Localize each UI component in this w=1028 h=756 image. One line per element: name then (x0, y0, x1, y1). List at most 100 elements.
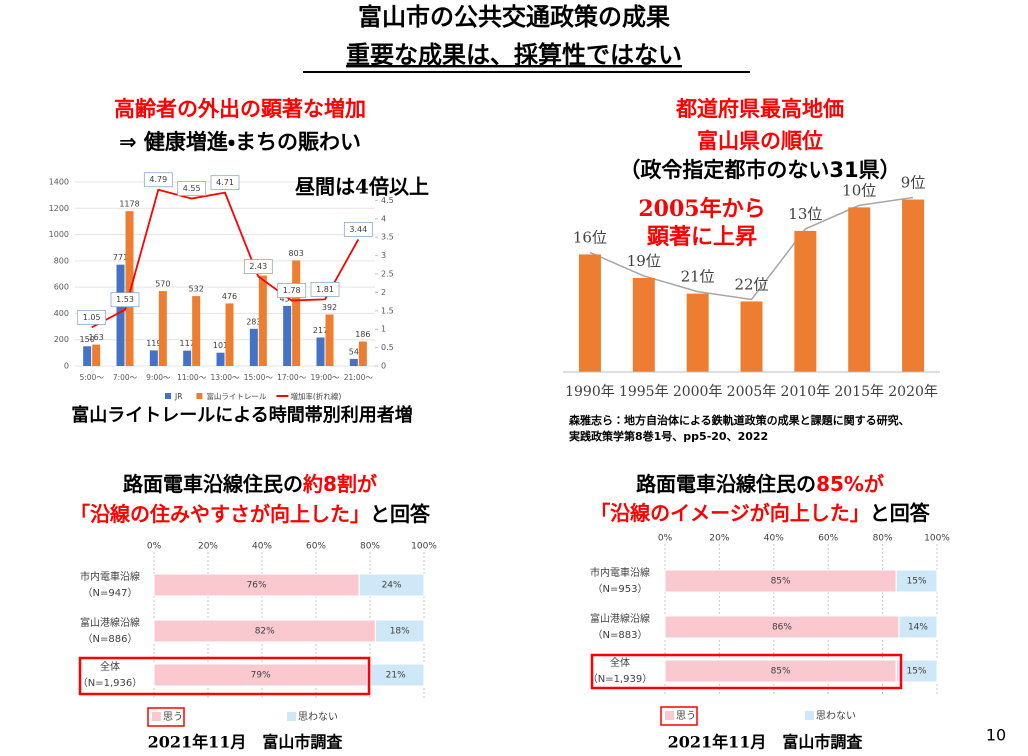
value-label: 119 (146, 339, 161, 348)
x-tick-label: 11:00～ (177, 373, 207, 382)
x-tick-label: 2005年 (727, 384, 777, 400)
heading-part: 85%が (816, 472, 884, 496)
heading-part: と回答 (370, 502, 431, 526)
x-tick-label: 2015年 (834, 384, 884, 400)
value-label: 532 (189, 285, 204, 294)
heading: 都道府県最高地価 (675, 97, 844, 121)
value-label: 476 (222, 292, 237, 301)
bar (125, 211, 134, 366)
value-label: 82% (255, 627, 275, 637)
x-tick-label: 80% (873, 534, 893, 544)
bar (686, 293, 709, 372)
bar (225, 303, 234, 366)
bar (578, 254, 601, 372)
x-tick-label: 20% (198, 542, 218, 552)
x-tick-label: 100% (411, 542, 437, 552)
heading-part: と回答 (870, 501, 931, 525)
slide-subtitle: 重要な成果は、採算性ではない (346, 41, 682, 69)
heading: ⇒ 健康増進・まちの賑わい (119, 130, 361, 154)
y-tick-label: 1000 (49, 230, 69, 239)
bar (358, 341, 367, 366)
source-note: 実践政策学第8巻1号、pp5-20、2022 (569, 429, 768, 443)
value-label: 217 (313, 326, 328, 335)
x-tick-label: 9:00～ (146, 373, 171, 382)
bar (349, 358, 358, 366)
value-label: 1.81 (316, 285, 334, 294)
category-label: 市内電車沿線 (80, 570, 140, 583)
bar (158, 291, 167, 366)
bar (794, 230, 817, 372)
category-note: （N=883） (593, 629, 648, 641)
bar (283, 305, 292, 366)
bar (183, 350, 192, 366)
category-label: 市内電車沿線 (590, 566, 650, 579)
heading-part: 路面電車沿線住民の (123, 472, 303, 496)
value-label: 3.44 (349, 225, 367, 234)
legend-label: 思う (676, 710, 696, 722)
bar-segment (374, 619, 425, 643)
x-tick-label: 1995年 (619, 384, 669, 400)
value-label: 4.55 (183, 184, 201, 193)
slide-title: 富山市の公共交通政策の成果 (358, 3, 670, 31)
bar (116, 264, 125, 366)
legend-box (147, 707, 185, 727)
legend-label: 富山ライトレール (206, 391, 266, 401)
y2-tick-label: 3.5 (381, 233, 394, 242)
value-label: 803 (289, 249, 304, 258)
highlight-box (78, 656, 371, 696)
x-tick-label: 7:00～ (113, 373, 138, 382)
category-label: 富山港線沿線 (590, 612, 650, 625)
y2-tick-label: 1 (381, 325, 386, 334)
heading-part: 都道府県最高地価 (675, 97, 844, 121)
value-label: 21位 (681, 268, 715, 286)
legend-label: 増加率(折れ線) (290, 391, 341, 401)
heading-part: ⇒ 健康増進・まちの賑わい (119, 130, 361, 154)
legend-label: 思わない (298, 711, 338, 723)
value-label: 1.78 (283, 286, 301, 295)
category-note: （N=1,939） (588, 673, 653, 685)
page-number: 10 (986, 726, 1006, 745)
highlight-box (590, 653, 903, 690)
bar-segment (366, 663, 425, 687)
value-label: 570 (155, 280, 170, 289)
value-label: 15% (907, 577, 927, 587)
heading: 路面電車沿線住民の約8割が (123, 472, 377, 496)
x-tick-label: 60% (306, 542, 326, 552)
y-tick-label: 600 (54, 283, 69, 292)
x-tick-label: 1990年 (565, 384, 615, 400)
value-label-box (110, 292, 140, 308)
value-label: 21% (386, 671, 406, 681)
y-tick-label: 800 (54, 256, 69, 265)
bar-segment (895, 569, 938, 593)
bar-segment (898, 615, 938, 639)
value-label: 18% (390, 627, 410, 637)
bar (740, 301, 763, 372)
category-label: 全体 (100, 660, 120, 673)
x-tick-label: 2020年 (888, 384, 938, 400)
category-note: （N=947） (83, 587, 138, 599)
category-note: （N=1,936） (78, 677, 143, 689)
y2-tick-label: 2.5 (381, 270, 394, 279)
bar (632, 277, 655, 372)
y-tick-label: 1400 (49, 178, 69, 187)
category-label: 全体 (610, 656, 630, 669)
value-label: 163 (89, 333, 104, 342)
heading-part: 「沿線の住みやすさが向上した」 (70, 502, 370, 526)
value-label: 24% (382, 581, 402, 591)
value-label: 150 (80, 335, 95, 344)
heading: 高齢者の外出の顕著な増加 (114, 97, 366, 121)
value-label: 19位 (627, 252, 661, 270)
x-tick-label: 0% (147, 542, 162, 552)
x-tick-label: 40% (764, 534, 784, 544)
legend-box (660, 706, 698, 726)
value-label-box (77, 309, 107, 325)
x-tick-label: 80% (360, 542, 380, 552)
value-label: 79% (251, 671, 271, 681)
y-tick-label: 400 (54, 309, 69, 318)
footer: 2021年11月 富山市調査 (148, 733, 343, 752)
x-tick-label: 2010年 (781, 384, 831, 400)
x-tick-label: 21:00～ (344, 373, 374, 382)
heading: 「沿線のイメージが向上した」と回答 (590, 501, 931, 525)
caption: 富山ライトレールによる時間帯別利用者増 (71, 404, 412, 426)
